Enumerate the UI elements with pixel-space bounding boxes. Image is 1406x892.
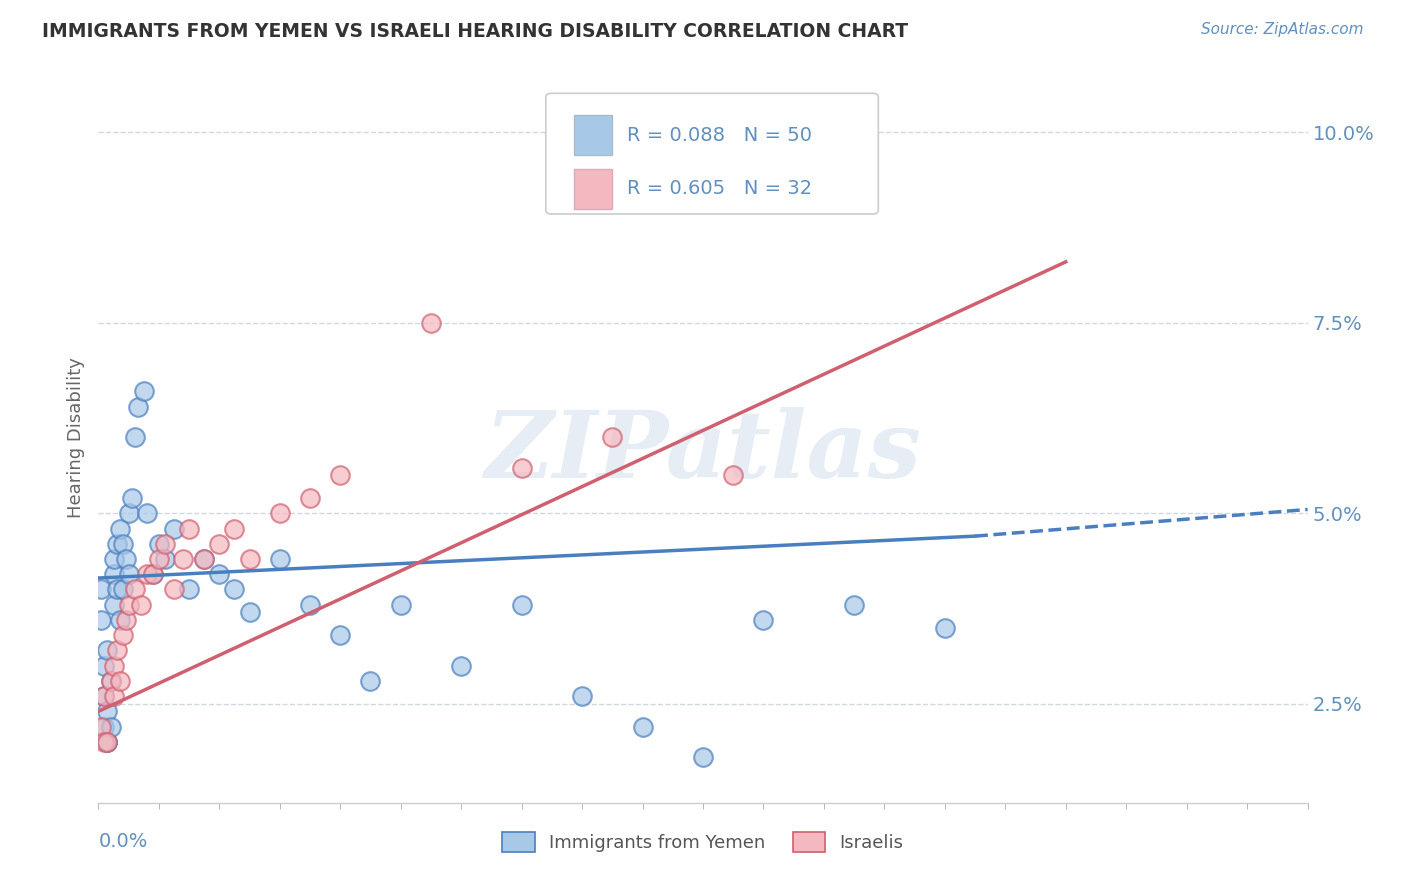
Point — [93, 720, 115, 734]
Point — [96, 735, 118, 749]
Point — [148, 537, 170, 551]
Point — [111, 582, 134, 597]
Point — [93, 689, 115, 703]
Point — [93, 689, 115, 703]
Point — [103, 658, 125, 673]
Point — [299, 491, 322, 505]
Point — [510, 460, 533, 475]
Point — [602, 430, 624, 444]
Point — [329, 628, 352, 642]
Point — [142, 567, 165, 582]
Point — [179, 521, 201, 535]
Point — [111, 628, 134, 642]
Point — [108, 613, 131, 627]
Point — [179, 582, 201, 597]
Point — [571, 689, 593, 703]
Point — [420, 316, 443, 330]
Point — [239, 552, 262, 566]
Legend: Immigrants from Yemen, Israelis: Immigrants from Yemen, Israelis — [495, 824, 911, 860]
Point — [193, 552, 215, 566]
Point — [450, 658, 472, 673]
Point — [692, 750, 714, 764]
Point — [118, 598, 141, 612]
Point — [103, 552, 125, 566]
Point — [239, 605, 262, 619]
Point — [135, 506, 157, 520]
Point — [105, 582, 128, 597]
Point — [135, 567, 157, 582]
Point — [103, 689, 125, 703]
Point — [124, 430, 146, 444]
Point — [723, 468, 745, 483]
Point — [127, 400, 149, 414]
Point — [96, 735, 118, 749]
Point — [153, 537, 176, 551]
Point — [105, 537, 128, 551]
Point — [111, 537, 134, 551]
Point — [510, 598, 533, 612]
Point — [93, 658, 115, 673]
Point — [148, 552, 170, 566]
Point — [124, 582, 146, 597]
Point — [103, 567, 125, 582]
Point — [934, 621, 956, 635]
Point — [108, 521, 131, 535]
Y-axis label: Hearing Disability: Hearing Disability — [66, 357, 84, 517]
Point — [844, 598, 866, 612]
Point — [100, 720, 122, 734]
Point — [269, 552, 291, 566]
Bar — [574, 115, 613, 155]
Point — [329, 468, 352, 483]
Point — [208, 567, 231, 582]
Point — [208, 537, 231, 551]
Point — [299, 598, 322, 612]
Point — [90, 613, 112, 627]
Point — [269, 506, 291, 520]
Point — [153, 552, 176, 566]
Point — [114, 552, 136, 566]
Point — [193, 552, 215, 566]
Point — [132, 384, 155, 399]
Text: IMMIGRANTS FROM YEMEN VS ISRAELI HEARING DISABILITY CORRELATION CHART: IMMIGRANTS FROM YEMEN VS ISRAELI HEARING… — [42, 22, 908, 41]
Point — [103, 598, 125, 612]
Point — [389, 598, 412, 612]
Point — [100, 673, 122, 688]
Point — [121, 491, 143, 505]
Text: R = 0.605   N = 32: R = 0.605 N = 32 — [627, 179, 811, 198]
Text: R = 0.088   N = 50: R = 0.088 N = 50 — [627, 126, 811, 145]
Point — [163, 582, 186, 597]
Point — [224, 521, 246, 535]
FancyBboxPatch shape — [546, 94, 879, 214]
Point — [96, 643, 118, 657]
Point — [360, 673, 382, 688]
Point — [96, 705, 118, 719]
Bar — [574, 169, 613, 209]
Point — [752, 613, 775, 627]
Point — [90, 582, 112, 597]
Point — [163, 521, 186, 535]
Point — [114, 613, 136, 627]
Point — [142, 567, 165, 582]
Point — [105, 643, 128, 657]
Point — [90, 720, 112, 734]
Text: 0.0%: 0.0% — [98, 832, 148, 851]
Text: ZIPatlas: ZIPatlas — [485, 407, 921, 497]
Point — [631, 720, 654, 734]
Point — [100, 673, 122, 688]
Point — [96, 735, 118, 749]
Point — [129, 598, 152, 612]
Point — [224, 582, 246, 597]
Point — [108, 673, 131, 688]
Point — [118, 506, 141, 520]
Text: Source: ZipAtlas.com: Source: ZipAtlas.com — [1201, 22, 1364, 37]
Point — [118, 567, 141, 582]
Point — [172, 552, 194, 566]
Point — [93, 735, 115, 749]
